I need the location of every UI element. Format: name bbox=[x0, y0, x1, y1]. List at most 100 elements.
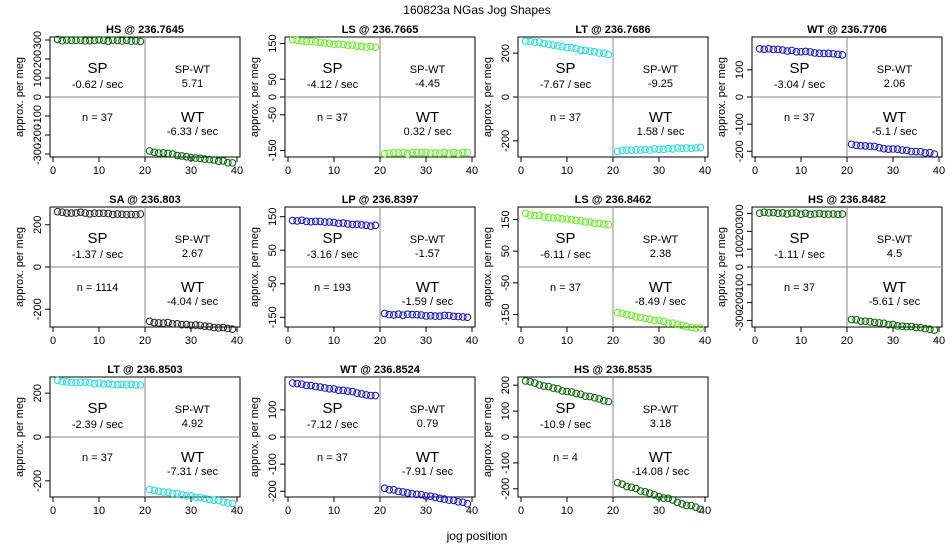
sp-point bbox=[590, 393, 599, 402]
sp-point bbox=[554, 385, 562, 393]
wt-point bbox=[921, 324, 930, 333]
wt-point bbox=[930, 150, 939, 158]
wt-point bbox=[422, 148, 430, 157]
wt-point bbox=[875, 143, 884, 152]
n-count: n = 37 bbox=[784, 112, 815, 124]
y-tick-label: -200 bbox=[734, 292, 746, 314]
sp-point bbox=[572, 216, 581, 225]
y-tick-label: 100 bbox=[734, 61, 746, 79]
y-tick-label: 0 bbox=[734, 94, 746, 100]
sp-point bbox=[67, 209, 76, 217]
wt-point bbox=[173, 151, 181, 160]
sp-point bbox=[563, 215, 571, 223]
wt-point bbox=[426, 311, 435, 320]
wt-point bbox=[150, 318, 158, 327]
sp-point bbox=[316, 38, 325, 47]
wt-point bbox=[214, 323, 223, 332]
y-tick-label: 0 bbox=[32, 264, 44, 270]
panel-3: LT @ 236.7686 0 10 20 30 40 -200 0 200 approx. pe… bbox=[482, 24, 711, 177]
sp-point bbox=[109, 380, 117, 389]
sp-point bbox=[829, 210, 838, 218]
x-tick-label: 10 bbox=[561, 505, 573, 517]
wt-point bbox=[219, 157, 227, 165]
sp-point bbox=[109, 36, 117, 44]
panel-8: HS @ 236.8482 0 10 20 30 40 -300-200-100 0 10020… bbox=[716, 194, 945, 347]
sp-point bbox=[572, 389, 581, 398]
sp-point bbox=[586, 392, 594, 401]
wt-point bbox=[219, 498, 227, 506]
sp-point bbox=[63, 36, 71, 44]
wt-point bbox=[889, 145, 897, 153]
sp-point bbox=[316, 217, 325, 226]
sp-point bbox=[53, 376, 62, 385]
sp-point bbox=[90, 36, 99, 45]
wt-point bbox=[449, 148, 458, 157]
wt-point bbox=[436, 312, 444, 320]
x-tick-label: 30 bbox=[420, 165, 432, 177]
sp-point bbox=[824, 49, 833, 58]
y-axis-label: approx. per meg bbox=[482, 57, 494, 137]
x-tick-label: 30 bbox=[185, 335, 197, 347]
wt-point bbox=[930, 326, 939, 334]
wt-point bbox=[459, 148, 467, 157]
wt-point bbox=[205, 495, 214, 504]
wt-point bbox=[440, 495, 449, 503]
wt-point bbox=[664, 319, 673, 327]
y-tick-label: 0 bbox=[32, 94, 44, 100]
wt-point bbox=[627, 146, 636, 155]
sp-point bbox=[549, 384, 558, 392]
x-tick-label: 20 bbox=[139, 165, 151, 177]
sp-point bbox=[53, 35, 62, 44]
panel-6: LP @ 236.8397 0 10 20 30 40 -150 -50 50 150 approx… bbox=[249, 194, 478, 347]
sp-point bbox=[590, 47, 599, 56]
wt-point bbox=[201, 155, 209, 163]
wt-point bbox=[655, 145, 663, 154]
sp-point bbox=[298, 37, 306, 45]
wt-point bbox=[861, 317, 870, 325]
wt-point bbox=[380, 309, 389, 318]
n-count: n = 1114 bbox=[77, 282, 119, 294]
x-tick-label: 20 bbox=[841, 165, 853, 177]
sp-point bbox=[586, 218, 594, 226]
x-tick-label: 30 bbox=[653, 335, 665, 347]
sp-point bbox=[820, 210, 828, 218]
y-tick-label: 0 bbox=[32, 434, 44, 440]
n-count: n = 37 bbox=[82, 452, 113, 464]
sp-point bbox=[815, 49, 824, 58]
wt-point bbox=[454, 149, 463, 158]
wt-point bbox=[385, 485, 394, 494]
wt-point bbox=[390, 311, 398, 319]
wt-point bbox=[857, 317, 865, 325]
wt-point bbox=[866, 142, 874, 151]
sp-point bbox=[600, 396, 608, 405]
sp-point bbox=[783, 47, 792, 55]
wt-label: WT bbox=[883, 279, 906, 296]
wt-point bbox=[659, 145, 668, 154]
sp-point bbox=[67, 36, 76, 45]
n-count: n = 37 bbox=[82, 112, 113, 124]
sp-point bbox=[820, 49, 828, 58]
wt-point bbox=[408, 310, 417, 319]
y-tick-label: 100 bbox=[32, 69, 44, 87]
wt-point bbox=[426, 149, 435, 157]
panel-title: LP @ 236.8397 bbox=[342, 194, 419, 206]
diff-value: 2.06 bbox=[884, 78, 905, 90]
wt-point bbox=[196, 154, 204, 163]
x-tick-label: 10 bbox=[795, 335, 807, 347]
sp-point bbox=[330, 385, 338, 393]
sp-point bbox=[302, 381, 311, 390]
wt-point bbox=[916, 323, 925, 332]
wt-point bbox=[173, 489, 181, 498]
sp-point bbox=[67, 378, 76, 387]
sp-rate: -6.11 / sec bbox=[540, 249, 591, 261]
wt-point bbox=[623, 482, 631, 491]
y-axis-label: approx. per meg bbox=[716, 227, 728, 307]
sp-rate: -3.16 / sec bbox=[307, 249, 359, 261]
wt-label: WT bbox=[649, 109, 672, 126]
wt-point bbox=[907, 147, 916, 156]
sp-point bbox=[288, 379, 297, 387]
wt-point bbox=[390, 148, 398, 157]
sp-point bbox=[367, 222, 375, 231]
wt-point bbox=[408, 489, 417, 498]
wt-point bbox=[618, 480, 627, 489]
